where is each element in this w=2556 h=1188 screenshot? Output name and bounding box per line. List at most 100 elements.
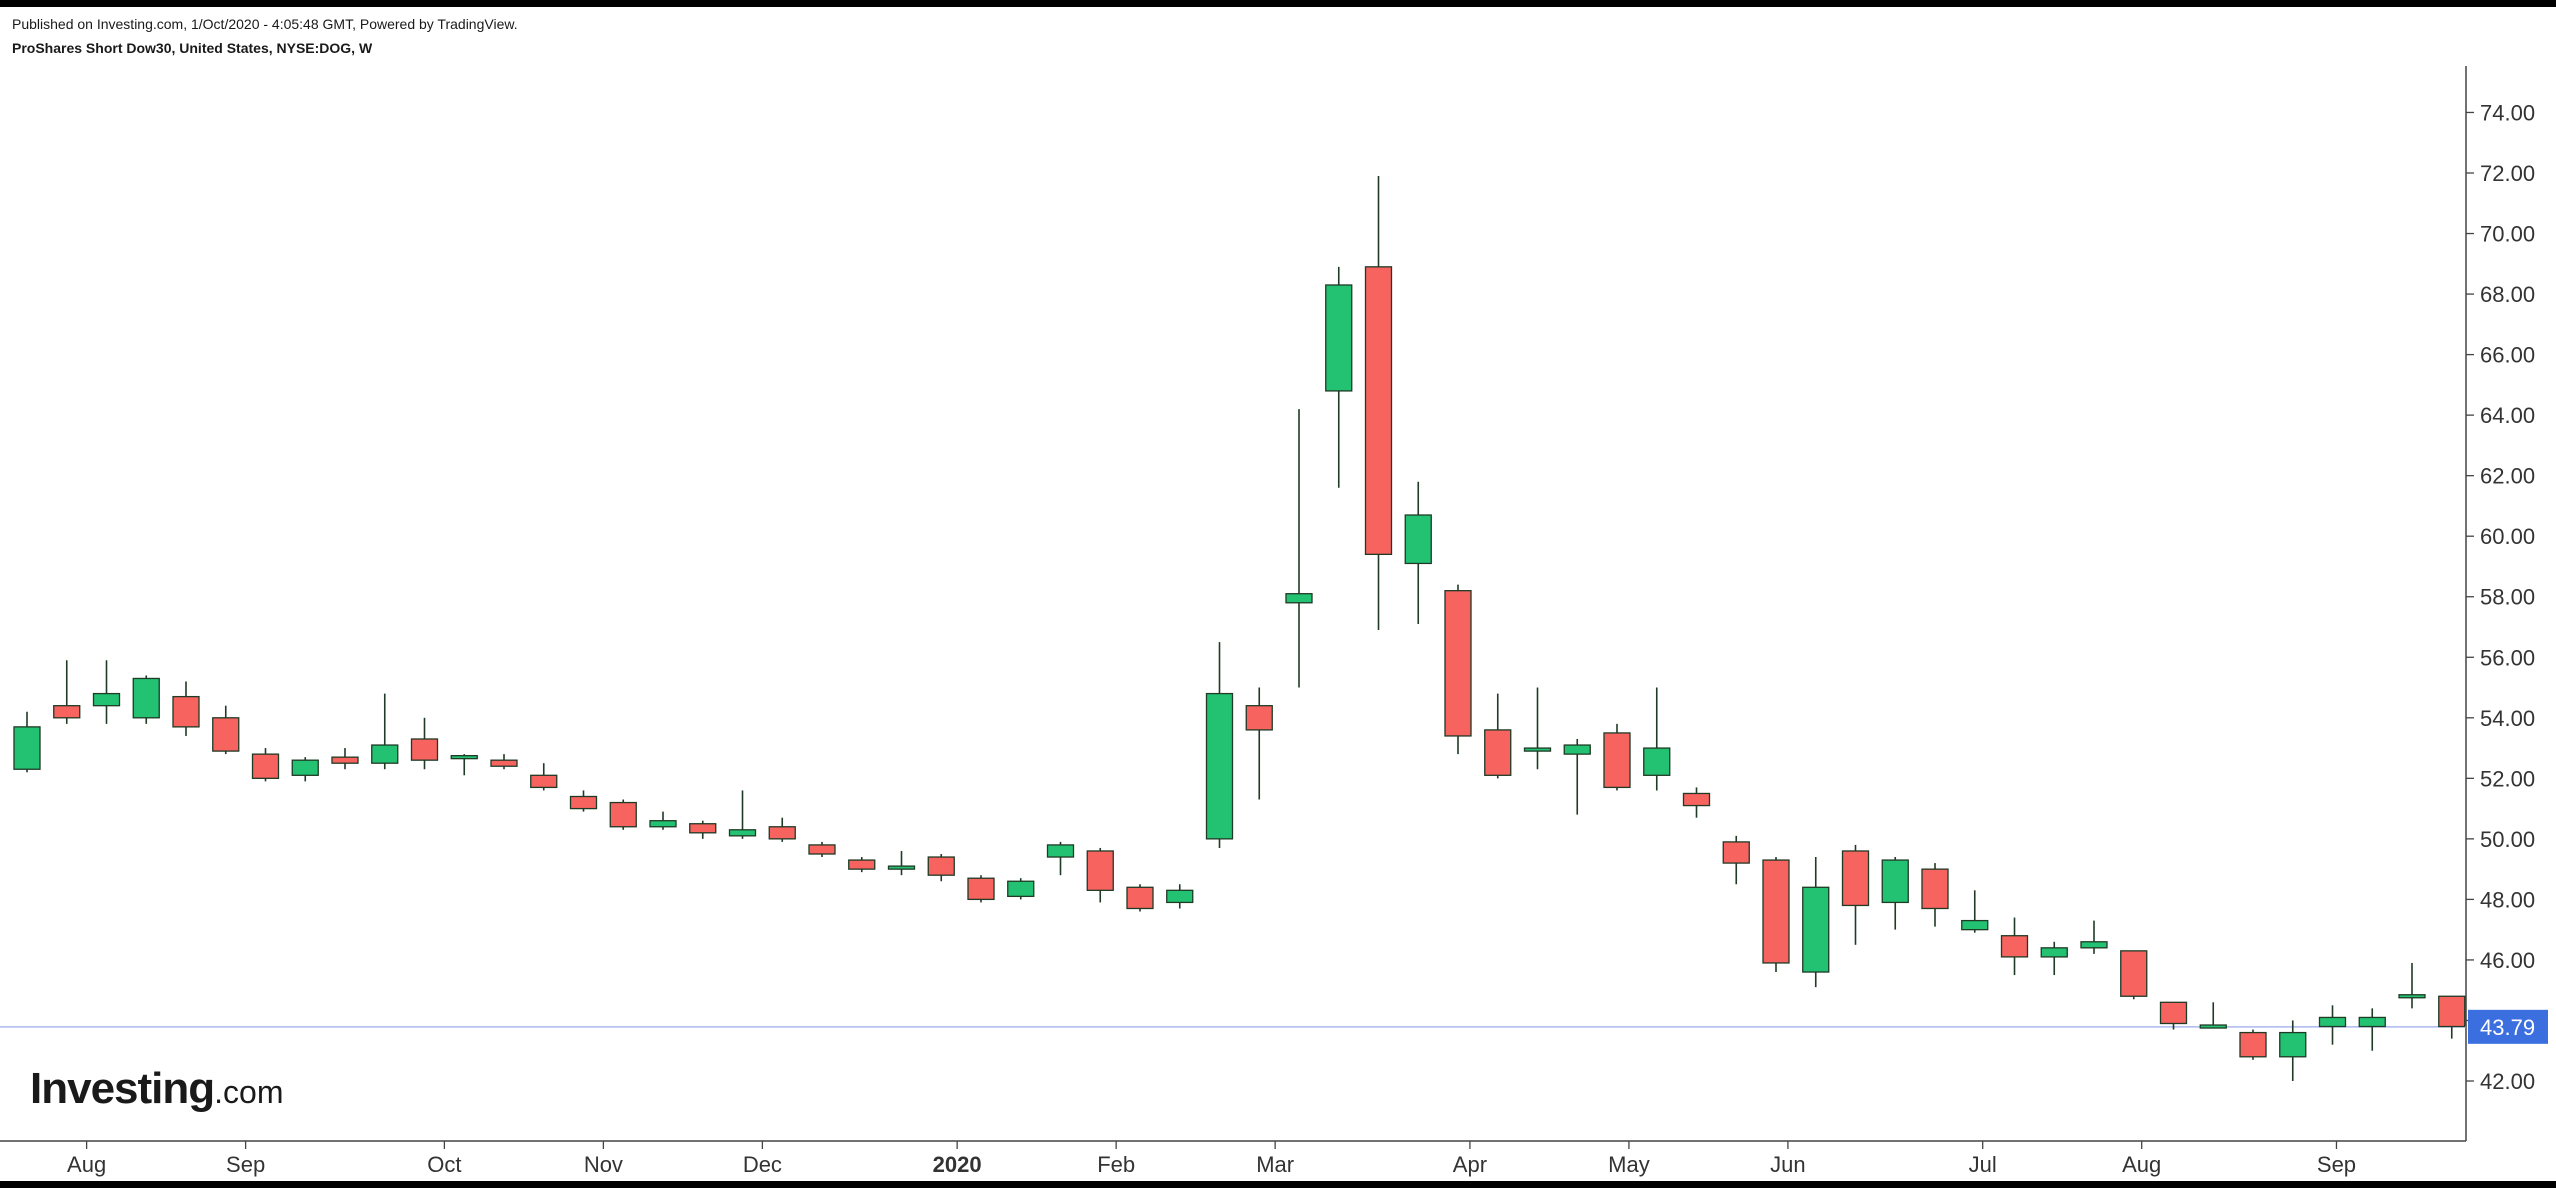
candle <box>1802 857 1830 988</box>
axes <box>0 66 2467 1142</box>
y-tick-label: 56.00 <box>2480 645 2535 670</box>
last-price-badge-bg <box>2468 1009 2548 1044</box>
x-tick-label: Sep <box>2317 1152 2356 1177</box>
candle <box>92 660 121 724</box>
candle <box>251 748 280 782</box>
x-tick-label: Oct <box>427 1152 461 1177</box>
candle <box>331 748 359 770</box>
candle-body-up <box>2279 1031 2307 1058</box>
candle <box>967 875 995 903</box>
candle-body-down <box>848 859 876 870</box>
x-axis-labels: Aug Sep Oct Nov Dec 2020 Feb Mar Apr May Jun Jul Aug… <box>67 1141 2356 1177</box>
candle <box>2000 917 2029 976</box>
candle-body-down <box>967 877 995 901</box>
y-tick-label: 72.00 <box>2480 161 2535 186</box>
x-tick-label: 2020 <box>933 1152 982 1177</box>
candle <box>1245 687 1273 800</box>
candle <box>1484 693 1512 779</box>
y-tick-label: 48.00 <box>2480 887 2535 912</box>
x-tick-label: Aug <box>2122 1152 2161 1177</box>
candle <box>2199 1002 2227 1029</box>
candle <box>2120 950 2148 1000</box>
logo-domain: .com <box>214 1074 284 1110</box>
candle <box>2438 995 2466 1039</box>
candle-body-up <box>450 754 478 760</box>
candle <box>1126 884 1154 912</box>
candle <box>1682 787 1711 818</box>
candle-body-down <box>53 705 81 719</box>
candle <box>212 705 240 755</box>
y-tick-label: 66.00 <box>2480 343 2535 368</box>
candle <box>53 660 81 724</box>
candle-body-down <box>490 759 518 767</box>
candle-body-down <box>1126 886 1154 910</box>
y-tick-label: 60.00 <box>2480 524 2535 549</box>
logo-brand: Investing <box>30 1064 215 1113</box>
candle-body-down <box>927 856 955 876</box>
candle <box>1643 687 1671 791</box>
candle-body-down <box>331 756 359 764</box>
candle <box>2279 1020 2307 1081</box>
x-tick-label: Feb <box>1097 1152 1135 1177</box>
candle <box>1523 687 1552 770</box>
candle-body-down <box>1484 729 1512 776</box>
candle-body-down <box>1722 841 1750 864</box>
candle-body-up <box>13 726 41 770</box>
candle-body-down <box>1086 850 1114 891</box>
x-tick-label: Jun <box>1770 1152 1805 1177</box>
candle <box>609 799 637 830</box>
candle-body-down <box>1603 732 1631 789</box>
candle <box>1285 409 1313 688</box>
candle-body-down <box>530 774 558 789</box>
candle-body-up <box>1881 859 1909 904</box>
last-price-badge: 43.79 <box>2468 1009 2548 1044</box>
x-tick-label: Jul <box>1969 1152 1997 1177</box>
y-tick-label: 50.00 <box>2480 827 2535 852</box>
candle-body-up <box>1961 919 1989 931</box>
candle-body-down <box>172 695 200 728</box>
candle-body-up <box>1325 284 1353 392</box>
candle <box>1086 847 1114 903</box>
candle <box>887 850 916 876</box>
candle-body-up <box>1166 889 1194 904</box>
candle-body-down <box>1444 590 1472 737</box>
candle <box>1205 642 1234 848</box>
candle-body-down <box>689 823 717 834</box>
candle-body-up <box>1046 844 1075 858</box>
candle <box>450 754 478 776</box>
candle <box>569 790 598 812</box>
candle-body-down <box>1841 850 1870 907</box>
candle-body-up <box>132 677 160 719</box>
y-tick-label: 62.00 <box>2480 464 2535 489</box>
candle <box>132 675 160 724</box>
candle-body-down <box>410 738 439 761</box>
candle-body-up <box>92 692 121 707</box>
candle-body-down <box>2120 950 2148 997</box>
candle <box>689 820 717 839</box>
y-tick-label: 46.00 <box>2480 948 2535 973</box>
published-caption: Published on Investing.com, 1/Oct/2020 -… <box>12 16 518 32</box>
candle <box>1961 890 1989 933</box>
candle <box>2318 1005 2347 1045</box>
candle-body-down <box>808 844 836 855</box>
candle <box>2358 1008 2386 1051</box>
candle <box>13 711 41 773</box>
candle-body-down <box>2438 995 2466 1028</box>
candle-body-down <box>2000 935 2029 958</box>
candle-body-down <box>2239 1031 2267 1058</box>
candle-body-up <box>1205 692 1234 840</box>
candle <box>649 811 677 830</box>
candle <box>1166 884 1194 909</box>
y-tick-label: 74.00 <box>2480 100 2535 125</box>
candle-body-up <box>291 759 319 776</box>
bottom-border <box>0 1181 2556 1188</box>
candle-body-down <box>1762 859 1790 964</box>
x-tick-label: May <box>1608 1152 1650 1177</box>
y-tick-label: 68.00 <box>2480 282 2535 307</box>
y-tick-label: 54.00 <box>2480 706 2535 731</box>
candle <box>1404 481 1432 624</box>
candle <box>1325 266 1353 488</box>
candle-body-down <box>251 753 280 779</box>
candle-body-up <box>1643 747 1671 776</box>
